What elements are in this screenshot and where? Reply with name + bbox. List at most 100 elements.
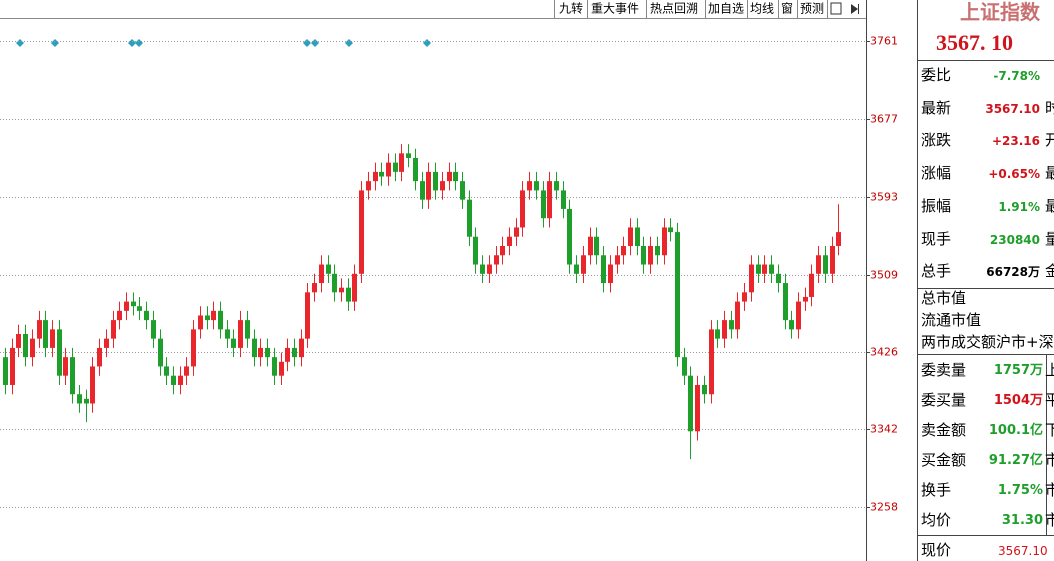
panel-label: 现手 <box>921 229 952 248</box>
candle-body <box>326 264 331 274</box>
candle-body <box>265 347 270 358</box>
candle-body <box>151 320 156 339</box>
panel-value: 3567.10 <box>998 544 1048 558</box>
panel-label: 涨幅 <box>921 164 952 183</box>
candle-body <box>30 338 35 358</box>
candle-body <box>668 227 673 233</box>
toolbar-button[interactable]: 预测 <box>800 2 824 16</box>
candle-body <box>594 236 599 256</box>
y-tick-label: 3258 <box>870 501 898 514</box>
candle-body <box>655 245 660 256</box>
panel-lines <box>918 60 1054 536</box>
event-marker[interactable] <box>311 39 319 47</box>
event-marker[interactable] <box>423 39 431 47</box>
candle-body <box>494 255 499 265</box>
candle-body <box>124 301 129 311</box>
candle-body <box>574 264 579 274</box>
toolbar-icon[interactable] <box>830 2 842 15</box>
panel-label: 卖金额 <box>921 421 967 439</box>
candle-body <box>245 320 250 339</box>
candle-body <box>776 273 781 284</box>
event-marker[interactable] <box>345 39 353 47</box>
candle-body <box>393 162 398 172</box>
candle-body <box>178 375 183 385</box>
candle-body <box>77 394 82 404</box>
panel-label: 现价 <box>921 541 952 559</box>
event-marker[interactable] <box>135 39 143 47</box>
panel-label: 总手 <box>921 262 952 281</box>
candle-body <box>211 310 216 321</box>
toolbar-button[interactable]: 九转 <box>559 1 583 16</box>
event-marker[interactable] <box>16 39 24 47</box>
candle-body <box>467 199 472 237</box>
panel-tail: 市 <box>1045 481 1054 499</box>
candle-body <box>487 264 492 274</box>
candle-body <box>346 287 351 302</box>
y-tick-label: 3426 <box>870 346 898 359</box>
candle-body <box>789 320 794 330</box>
candle-body <box>816 255 821 274</box>
candle-body <box>63 357 68 376</box>
candle-body <box>373 171 378 182</box>
toolbar-button[interactable]: 均线 <box>750 2 774 16</box>
y-tick-label: 3509 <box>870 269 898 282</box>
candle-body <box>420 181 425 200</box>
candle-body <box>339 287 344 293</box>
panel-label: 振幅 <box>921 196 952 215</box>
candle-body <box>709 329 714 395</box>
candle-body <box>635 227 640 246</box>
event-marker[interactable] <box>303 39 311 47</box>
toolbar-icon[interactable] <box>851 4 858 14</box>
panel-value: +23.16 <box>991 134 1040 149</box>
candle-body <box>621 245 626 256</box>
candle-body <box>823 255 828 274</box>
candle-body <box>460 181 465 200</box>
panel-value: 1.91% <box>998 199 1040 214</box>
toolbar-button[interactable]: 热点回溯 <box>650 1 698 16</box>
panel-title: 上证指数 <box>960 0 1040 24</box>
candle-body <box>231 338 236 348</box>
panel-label: 委卖量 <box>921 361 967 379</box>
candle-body <box>10 347 15 385</box>
candle-body <box>756 264 761 274</box>
panel-label: 换手 <box>921 481 952 499</box>
candle-body <box>171 375 176 385</box>
candle-body <box>809 273 814 297</box>
candle-body <box>534 181 539 191</box>
candle-body <box>144 310 149 321</box>
candle-body <box>641 245 646 265</box>
candle-body <box>3 357 8 385</box>
candle-body <box>615 255 620 265</box>
candle-body <box>97 347 102 367</box>
candle-body <box>447 171 452 182</box>
panel-label: 委买量 <box>921 391 967 409</box>
candle-body <box>527 181 532 191</box>
candle-body <box>830 245 835 274</box>
candle-body <box>305 292 310 339</box>
panel-value: +0.65% <box>988 167 1040 182</box>
candle-body <box>648 245 653 265</box>
candle-body <box>111 320 116 339</box>
candle-body <box>695 384 700 432</box>
event-marker[interactable] <box>128 39 136 47</box>
toolbar-button[interactable]: 加自选 <box>708 2 744 16</box>
candle-body <box>433 171 438 191</box>
candle-body <box>507 236 512 246</box>
candle-body <box>198 315 203 330</box>
panel-value: 1504万 <box>993 393 1043 408</box>
candle-body <box>561 190 566 209</box>
panel-value: 3567.10 <box>985 101 1040 116</box>
toolbar-button[interactable]: 重大事件 <box>591 2 639 16</box>
candle-body <box>137 306 142 311</box>
toolbar-button[interactable]: 窗 <box>781 2 793 16</box>
event-marker[interactable] <box>51 39 59 47</box>
panel-tail: 时 <box>1045 98 1054 117</box>
candle-body <box>480 264 485 274</box>
candle-body <box>514 227 519 237</box>
panel-label: 均价 <box>921 511 952 529</box>
panel-label: 两市成交额 <box>921 333 997 351</box>
candle-body <box>473 236 478 265</box>
candle-body <box>299 338 304 358</box>
candle-body <box>783 283 788 321</box>
candle-body <box>749 264 754 293</box>
